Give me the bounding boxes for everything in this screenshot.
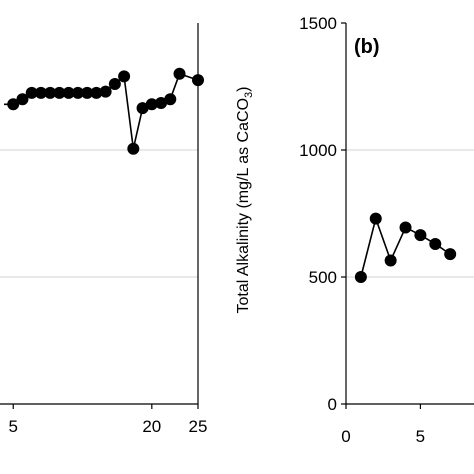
panel-a-chart: 5 20 25 <box>0 23 207 436</box>
panel-b-y-axis-label: Total Alkalinity (mg/L as CaCO3) <box>235 87 255 314</box>
panel-b-y-tick-labels: 1500 1000 500 0 <box>299 14 337 414</box>
panel-b-y-tick-label-500: 500 <box>309 268 337 287</box>
panel-b-x-tick-label-5: 5 <box>416 427 425 446</box>
panel-a-data-point <box>90 86 103 99</box>
panel-a-data-point <box>71 86 84 99</box>
panel-b-y-tick-label-1500: 1500 <box>299 14 337 33</box>
panel-a-data-point <box>25 86 38 99</box>
panel-a-data-point <box>173 67 186 80</box>
panel-a-data-point <box>118 70 131 83</box>
panel-b-data-point <box>414 229 427 242</box>
panel-b-series-points <box>354 212 457 283</box>
panel-a-series-line <box>4 72 199 149</box>
panel-a-data-point <box>108 77 121 90</box>
panel-a-data-point <box>127 142 140 155</box>
panel-a-data-point <box>81 86 94 99</box>
panel-a-x-tick-label-5: 5 <box>9 417 18 436</box>
panel-a-data-point <box>34 86 47 99</box>
panel-b-data-point <box>399 221 412 234</box>
panel-a-axes <box>0 23 199 409</box>
panel-a-data-point <box>62 86 75 99</box>
panel-a-data-point <box>53 86 66 99</box>
panel-a-data-point <box>164 93 177 106</box>
panel-a-data-point <box>44 86 57 99</box>
panel-a-data-point <box>99 85 112 98</box>
panel-b-data-point <box>354 271 367 283</box>
panel-a-data-point <box>7 98 20 111</box>
panel-a-x-tick-label-20: 20 <box>142 417 161 436</box>
panel-b-label: (b) <box>354 36 380 58</box>
panel-a-data-point <box>16 93 29 106</box>
panel-b-x-tick-label-0: 0 <box>341 427 350 446</box>
panel-b-gridlines <box>346 149 474 278</box>
panel-a-x-tick-labels: 5 20 25 <box>9 417 208 436</box>
panel-b-data-point <box>429 237 442 250</box>
panel-b-y-tick-label-1000: 1000 <box>299 141 337 160</box>
panel-b-data-point <box>444 248 457 261</box>
panel-a-data-point <box>155 97 168 110</box>
panel-b-data-point <box>384 254 397 267</box>
panel-b-axes <box>341 22 474 409</box>
panel-b-data-point <box>369 212 382 225</box>
y-axis-label-subscript: 3 <box>243 92 255 98</box>
y-axis-label-end: ) <box>235 87 252 92</box>
panel-a-series-points <box>7 67 204 155</box>
panel-a-gridlines <box>0 149 198 278</box>
y-axis-label-main: Total Alkalinity (mg/L as CaCO <box>235 98 252 313</box>
panel-b-y-tick-label-0: 0 <box>328 395 337 414</box>
panel-a-data-point <box>136 102 149 115</box>
panel-a-x-tick-label-25: 25 <box>189 417 208 436</box>
panel-a-data-line <box>4 72 199 149</box>
panel-a-data-point <box>192 74 204 87</box>
panel-a-data-point <box>145 98 158 111</box>
